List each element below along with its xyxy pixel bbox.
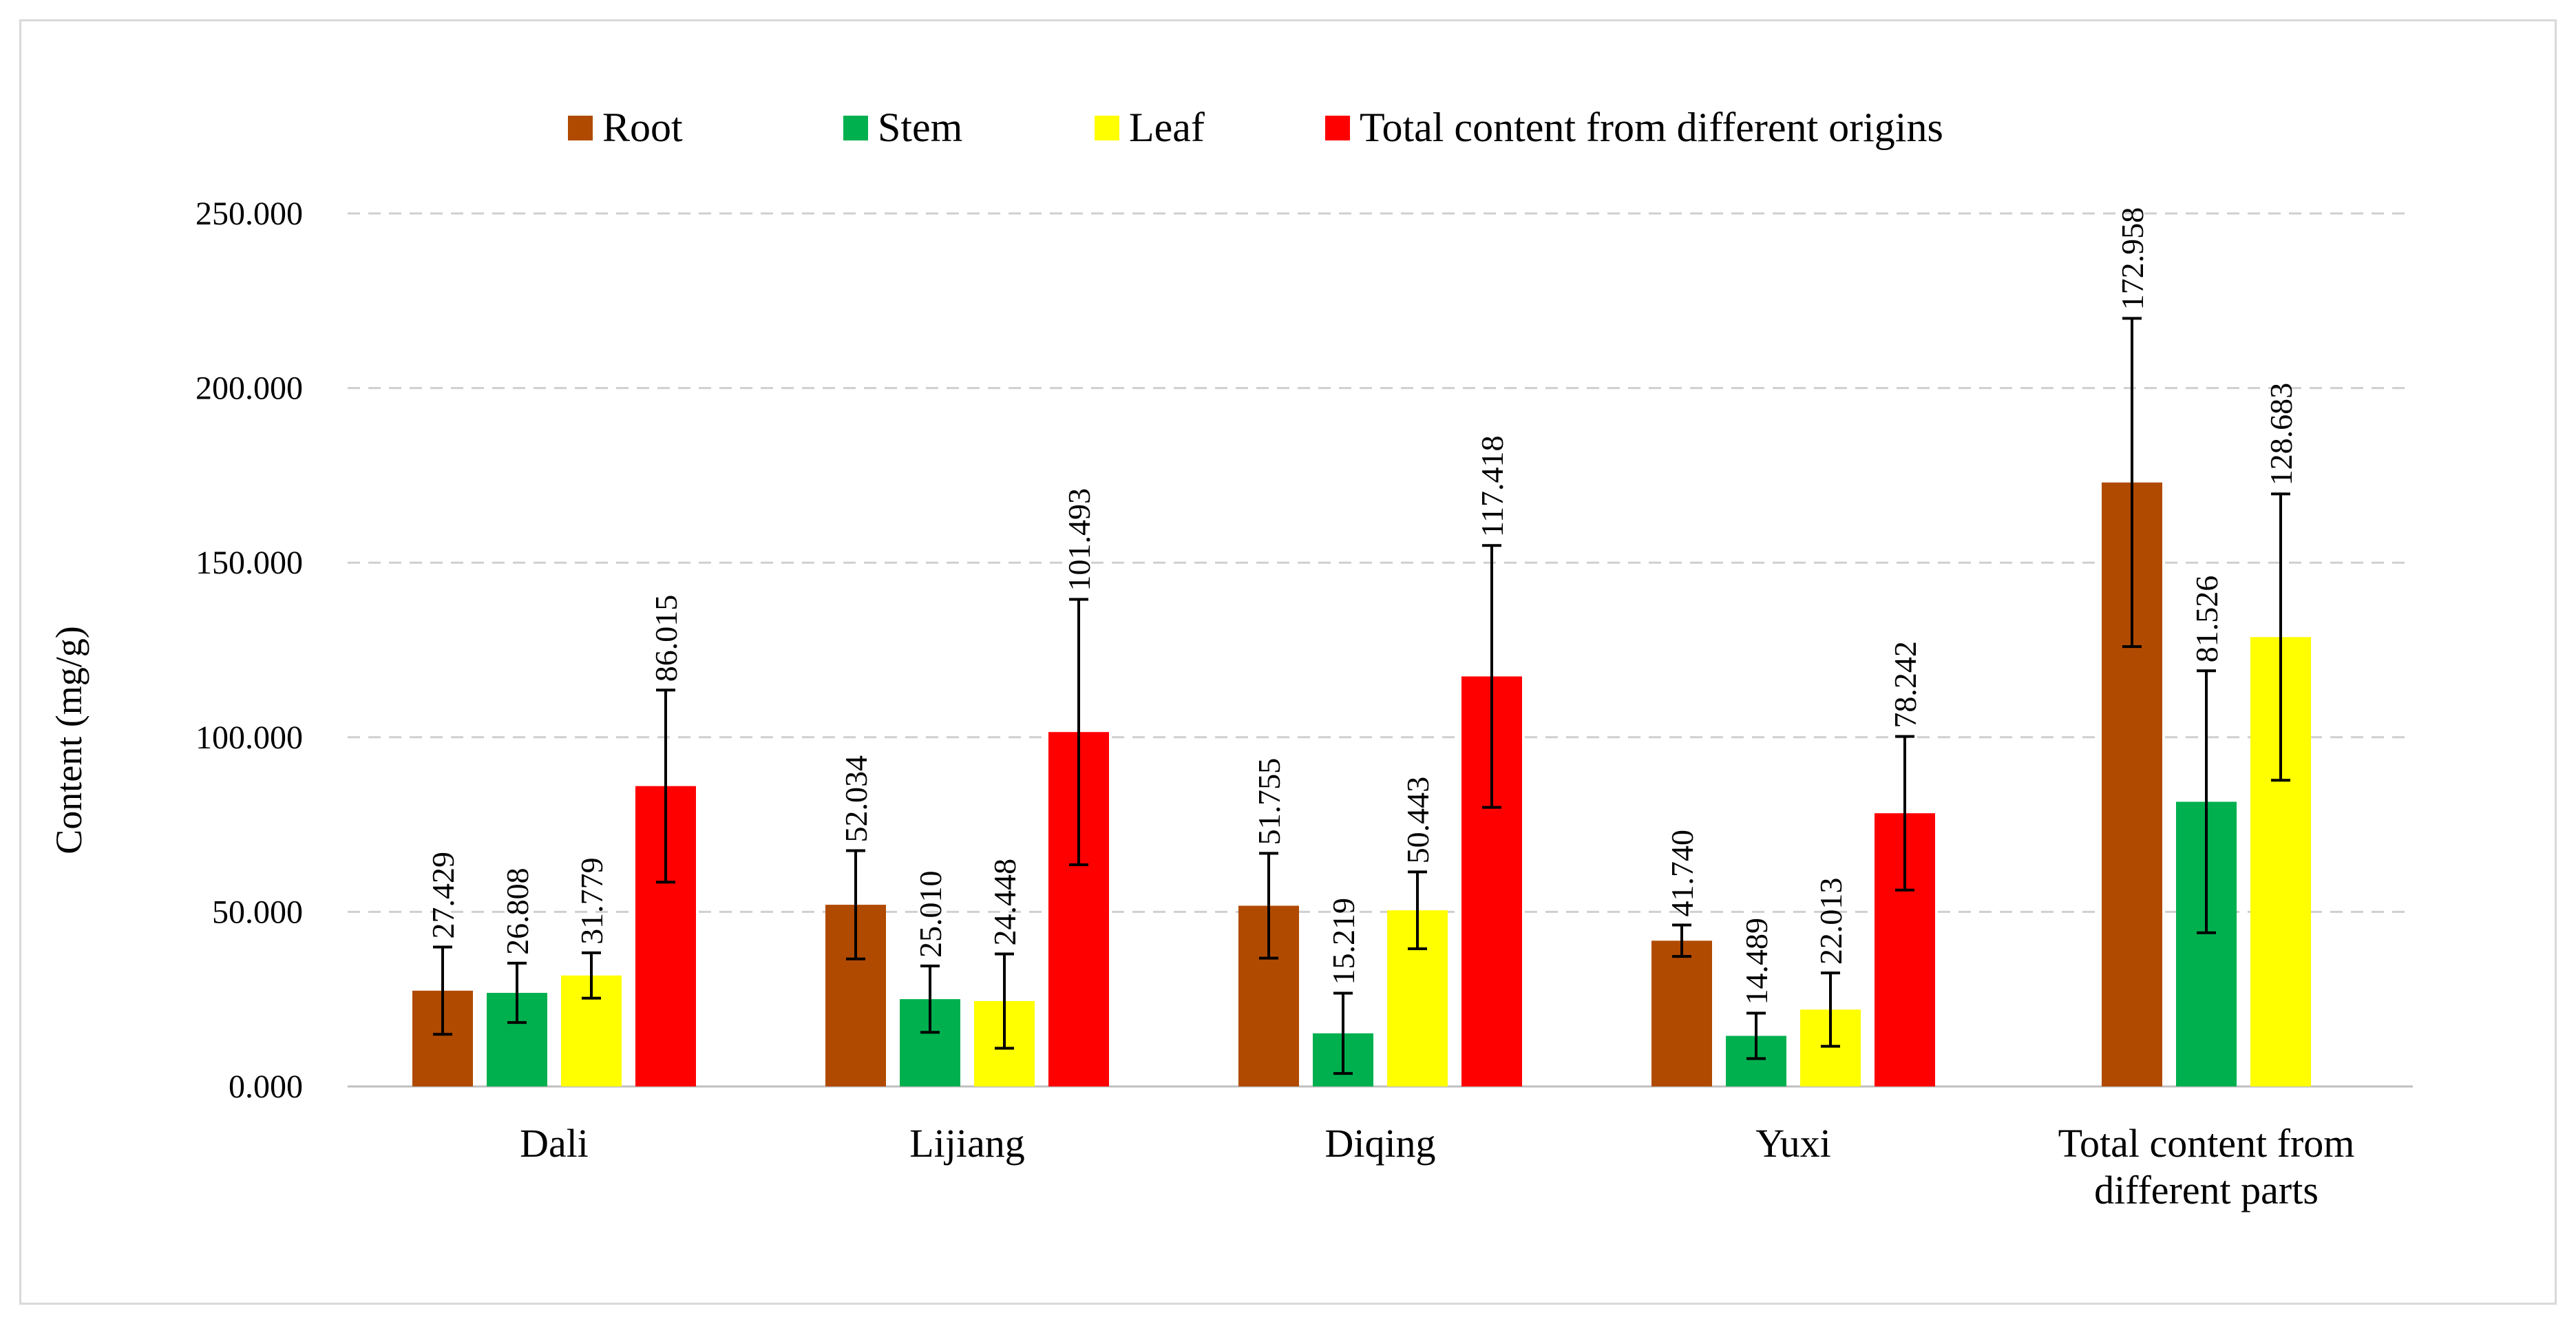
data-label-total-1: 101.493	[1062, 488, 1097, 591]
data-label-root-2: 51.755	[1252, 758, 1287, 845]
category-label-4: Total content from	[2058, 1121, 2355, 1166]
data-label-leaf-4: 128.683	[2263, 383, 2299, 486]
legend-swatch-leaf	[1095, 116, 1119, 140]
y-tick-label: 100.000	[196, 719, 303, 756]
chart-frame	[19, 19, 2557, 1305]
legend-swatch-root	[568, 116, 593, 140]
legend-label-stem: Stem	[878, 105, 962, 150]
category-label-3: Yuxi	[1755, 1121, 1831, 1166]
bar-root-3	[1651, 941, 1712, 1086]
data-label-stem-2: 15.219	[1326, 898, 1361, 985]
legend-swatch-total	[1325, 116, 1350, 140]
data-label-stem-1: 25.010	[913, 870, 948, 958]
legend-label-leaf: Leaf	[1129, 105, 1205, 150]
data-label-total-0: 86.015	[648, 595, 684, 682]
data-label-root-1: 52.034	[838, 755, 874, 843]
y-tick-label: 0.000	[229, 1069, 303, 1105]
data-label-stem-4: 81.526	[2189, 576, 2224, 663]
y-tick-label: 150.000	[196, 545, 303, 581]
labels: 0.000 50.000 100.000 150.000 200.000 250.000 2…	[196, 196, 2354, 1212]
legend-swatch-stem	[843, 116, 868, 140]
data-label-leaf-3: 22.013	[1813, 878, 1848, 965]
legend-label-total: Total content from different origins	[1360, 105, 1943, 150]
grid-lines	[348, 212, 2413, 1088]
bars	[412, 317, 2311, 1086]
category-label-0: Dali	[520, 1121, 589, 1166]
legend: Root Stem Leaf Total content from different…	[568, 105, 1943, 150]
y-tick-label: 250.000	[196, 196, 303, 232]
data-label-leaf-1: 24.448	[987, 859, 1022, 946]
category-label-1: Lijiang	[909, 1121, 1025, 1166]
data-label-stem-0: 26.808	[500, 868, 535, 955]
y-axis-label: Content (mg/g)	[48, 626, 89, 854]
legend-label-root: Root	[602, 105, 683, 150]
data-label-root-3: 41.740	[1665, 830, 1700, 917]
data-label-total-2: 117.418	[1475, 435, 1510, 537]
data-label-leaf-2: 50.443	[1400, 777, 1435, 864]
y-tick-label: 50.000	[212, 894, 303, 930]
category-label-2: Diqing	[1324, 1121, 1435, 1166]
data-label-root-4: 172.958	[2115, 207, 2150, 311]
category-label-4: different parts	[2094, 1168, 2319, 1212]
data-label-total-3: 78.242	[1888, 641, 1923, 728]
data-label-leaf-0: 31.779	[574, 857, 609, 945]
data-label-stem-3: 14.489	[1739, 918, 1774, 1005]
data-label-root-0: 27.429	[425, 852, 461, 939]
y-tick-label: 200.000	[196, 370, 303, 407]
